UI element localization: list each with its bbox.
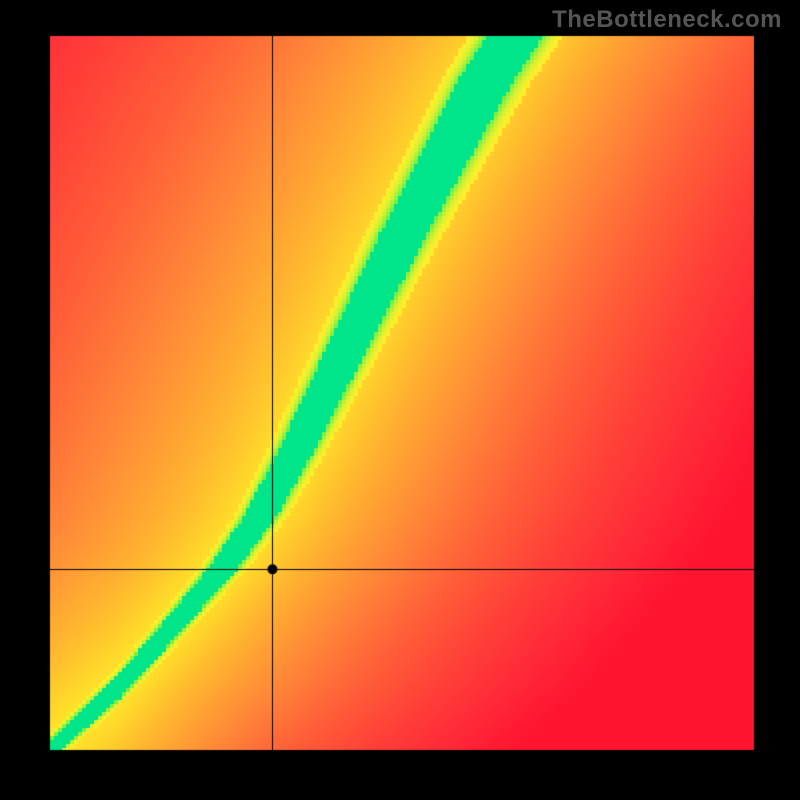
bottleneck-heatmap bbox=[0, 0, 800, 800]
watermark: TheBottleneck.com bbox=[552, 6, 782, 34]
